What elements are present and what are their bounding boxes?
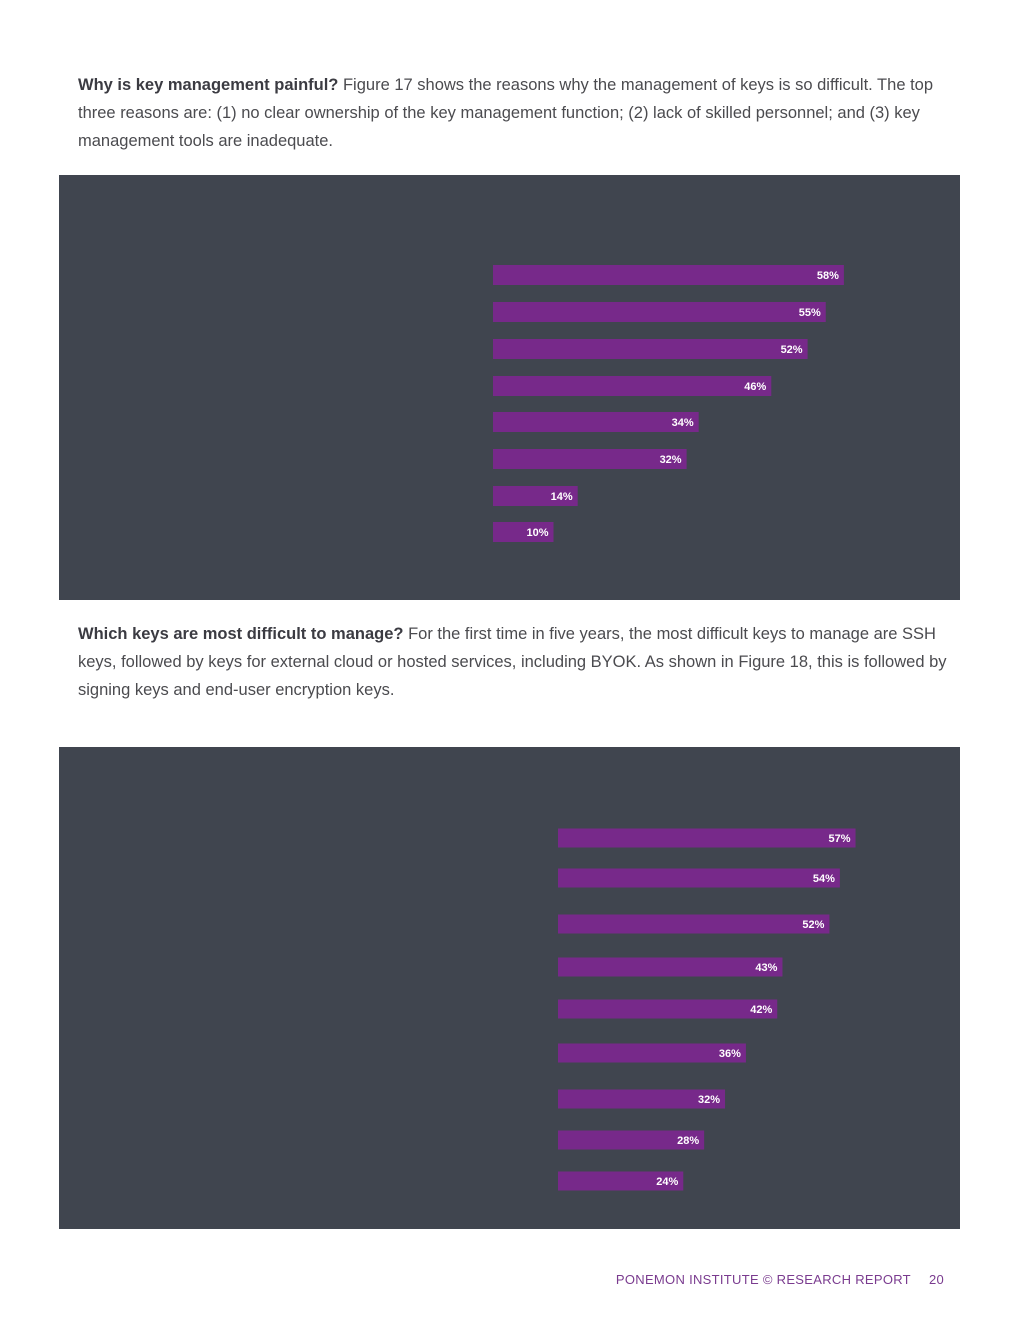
bar [558,828,856,848]
bar-value-label: 24% [656,1176,678,1188]
bar-value-label: 14% [551,491,573,503]
bar [558,1171,684,1191]
bar-value-label: 36% [719,1048,741,1060]
bar-value-label: 52% [802,919,824,931]
bar-value-label: 32% [660,454,682,466]
paragraph-difficult-keys: Which keys are most difficult to manage?… [78,620,948,704]
paragraph-lead: Why is key management painful? [78,76,339,94]
bar [493,486,578,506]
figure-18-bar-chart: 57% 54% 52% 43% 42% 36% 32% 28% 24% [558,828,856,1191]
bar [493,339,808,359]
bar [493,412,699,432]
footer-label: PONEMON INSTITUTE © RESEARCH REPORT [615,1272,911,1287]
bar [558,999,778,1019]
bar-value-label: 57% [829,833,851,845]
bar-value-label: 10% [526,527,548,539]
bar [493,265,844,285]
bar-value-label: 58% [817,270,839,282]
bar [558,868,840,888]
bar-value-label: 42% [750,1004,772,1016]
page-footer: PONEMON INSTITUTE © RESEARCH REPORT 20 [0,1272,944,1287]
paragraph-body: For the first time in five years, the mo… [78,625,947,699]
bar [493,449,687,469]
bar [558,1043,746,1063]
figure-17-bar-chart: 58% 55% 52% 46% 34% 32% 14% 10% [493,265,844,542]
bar [558,957,783,977]
bar [493,522,554,542]
bar-value-label: 28% [677,1135,699,1147]
paragraph-key-management-painful: Why is key management painful? Figure 17… [78,71,948,155]
bar-value-label: 43% [755,962,777,974]
bar-value-label: 55% [799,307,821,319]
page-number: 20 [928,1272,944,1287]
figure-18-panel: 57% 54% 52% 43% 42% 36% 32% 28% 24% [59,747,960,1229]
bar [558,1089,726,1109]
bar-value-label: 52% [781,344,803,356]
bar [493,302,826,322]
figure-17-panel: 58% 55% 52% 46% 34% 32% 14% 10% [59,175,960,600]
bar [558,914,830,934]
paragraph-lead: Which keys are most difficult to manage? [78,625,404,643]
bar-value-label: 32% [698,1094,720,1106]
bar-value-label: 54% [813,873,835,885]
bar [558,1130,705,1150]
bar-value-label: 34% [672,417,694,429]
paragraph-body: Figure 17 shows the reasons why the mana… [78,76,934,150]
bar-value-label: 46% [744,381,766,393]
bar [493,376,772,396]
